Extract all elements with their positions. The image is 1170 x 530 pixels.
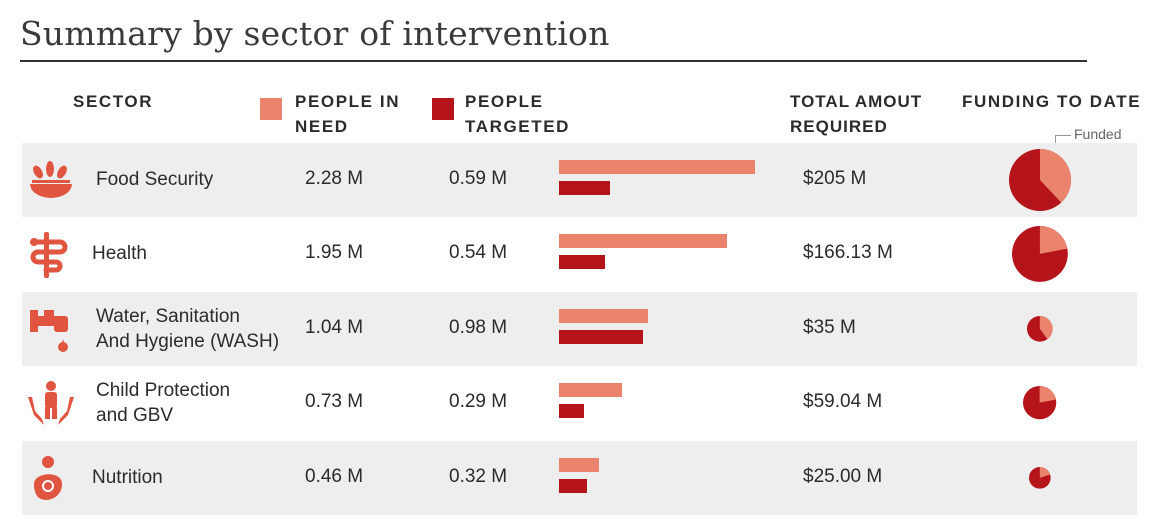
bar-people-targeted xyxy=(559,330,644,344)
table-row: Food Security 2.28 M 0.59 M $205 M xyxy=(22,143,1137,217)
title-rule xyxy=(20,60,1087,62)
people-targeted-value: 0.59 M xyxy=(449,168,508,189)
funded-leader-line xyxy=(1055,135,1071,136)
sector-label: Food Security xyxy=(96,167,213,192)
pie-funded-slice xyxy=(1039,316,1053,340)
total-required-value: $25.00 M xyxy=(803,466,883,487)
pie-funded-slice xyxy=(1040,149,1071,203)
sector-line2: And Hygiene (WASH) xyxy=(96,331,280,352)
people-targeted-value: 0.32 M xyxy=(449,466,508,487)
people-in-need-value: 1.95 M xyxy=(305,242,364,263)
bar-people-in-need xyxy=(559,234,727,248)
header-total-line2: REQUIRED xyxy=(790,117,888,136)
funding-pie xyxy=(1012,226,1068,282)
bar-people-in-need xyxy=(559,309,649,323)
header-people-in-need: PEOPLE IN NEED xyxy=(295,89,400,139)
header-people-targeted-line1: PEOPLE xyxy=(465,92,544,111)
funding-pie xyxy=(1027,316,1053,342)
pie-funded-slice xyxy=(1039,226,1068,254)
page-title: Summary by sector of intervention xyxy=(20,14,610,53)
total-required-value: $35 M xyxy=(803,317,856,338)
bar-people-targeted xyxy=(559,479,587,493)
child-protection-icon xyxy=(28,381,74,425)
funding-pie xyxy=(1029,467,1051,489)
people-in-need-value: 0.73 M xyxy=(305,391,364,412)
people-in-need-value: 0.46 M xyxy=(305,466,364,487)
funding-pie xyxy=(1023,386,1057,420)
sector-label: Child Protection and GBV xyxy=(96,378,230,428)
sector-line1: Child Protection xyxy=(96,380,231,401)
table-row: Child Protection and GBV 0.73 M 0.29 M $… xyxy=(22,366,1137,440)
legend-people-targeted-swatch xyxy=(432,98,454,120)
legend-people-in-need-swatch xyxy=(260,98,282,120)
funding-pie xyxy=(1009,149,1071,211)
pie-funded-slice xyxy=(1039,467,1051,478)
bar-people-in-need xyxy=(559,458,599,472)
sector-label: Health xyxy=(92,241,147,266)
header-people-targeted-line2: TARGETED xyxy=(465,117,571,136)
table-row: Water, Sanitation And Hygiene (WASH) 1.0… xyxy=(22,292,1137,366)
people-targeted-value: 0.98 M xyxy=(449,317,508,338)
caduceus-icon xyxy=(30,232,68,278)
table-row: Health 1.95 M 0.54 M $166.13 M xyxy=(22,217,1137,291)
total-required-value: $59.04 M xyxy=(803,391,883,412)
pie-funded-slice xyxy=(1039,386,1057,403)
table-row: Nutrition 0.46 M 0.32 M $25.00 M xyxy=(22,441,1137,515)
sector-label: Water, Sanitation And Hygiene (WASH) xyxy=(96,304,279,354)
people-in-need-value: 2.28 M xyxy=(305,168,364,189)
header-total-required: TOTAL AMOUT REQUIRED xyxy=(790,89,922,139)
sector-line1: Food Security xyxy=(96,169,214,190)
bar-people-targeted xyxy=(559,181,610,195)
header-people-targeted: PEOPLE TARGETED xyxy=(465,89,570,139)
header-people-in-need-line1: PEOPLE IN xyxy=(295,92,401,111)
sector-label: Nutrition xyxy=(92,465,163,490)
tap-icon xyxy=(30,310,68,352)
header-funding: FUNDING TO DATE xyxy=(962,92,1142,111)
sector-line1: Water, Sanitation xyxy=(96,306,240,327)
header-total-line1: TOTAL AMOUT xyxy=(790,92,923,111)
bar-people-in-need xyxy=(559,383,622,397)
sector-line1: Nutrition xyxy=(92,467,163,488)
bar-people-in-need xyxy=(559,160,756,174)
people-in-need-value: 1.04 M xyxy=(305,317,364,338)
people-targeted-value: 0.54 M xyxy=(449,242,508,263)
bar-people-targeted xyxy=(559,255,606,269)
mother-child-icon xyxy=(34,456,62,500)
total-required-value: $205 M xyxy=(803,168,867,189)
total-required-value: $166.13 M xyxy=(803,242,893,263)
people-targeted-value: 0.29 M xyxy=(449,391,508,412)
sector-line1: Health xyxy=(92,243,147,264)
header-sector: SECTOR xyxy=(73,92,154,111)
bar-people-targeted xyxy=(559,404,584,418)
funded-label: Funded xyxy=(1074,126,1122,142)
food-bowl-icon xyxy=(30,161,72,198)
sector-line2: and GBV xyxy=(96,405,174,426)
header-people-in-need-line2: NEED xyxy=(295,117,349,136)
